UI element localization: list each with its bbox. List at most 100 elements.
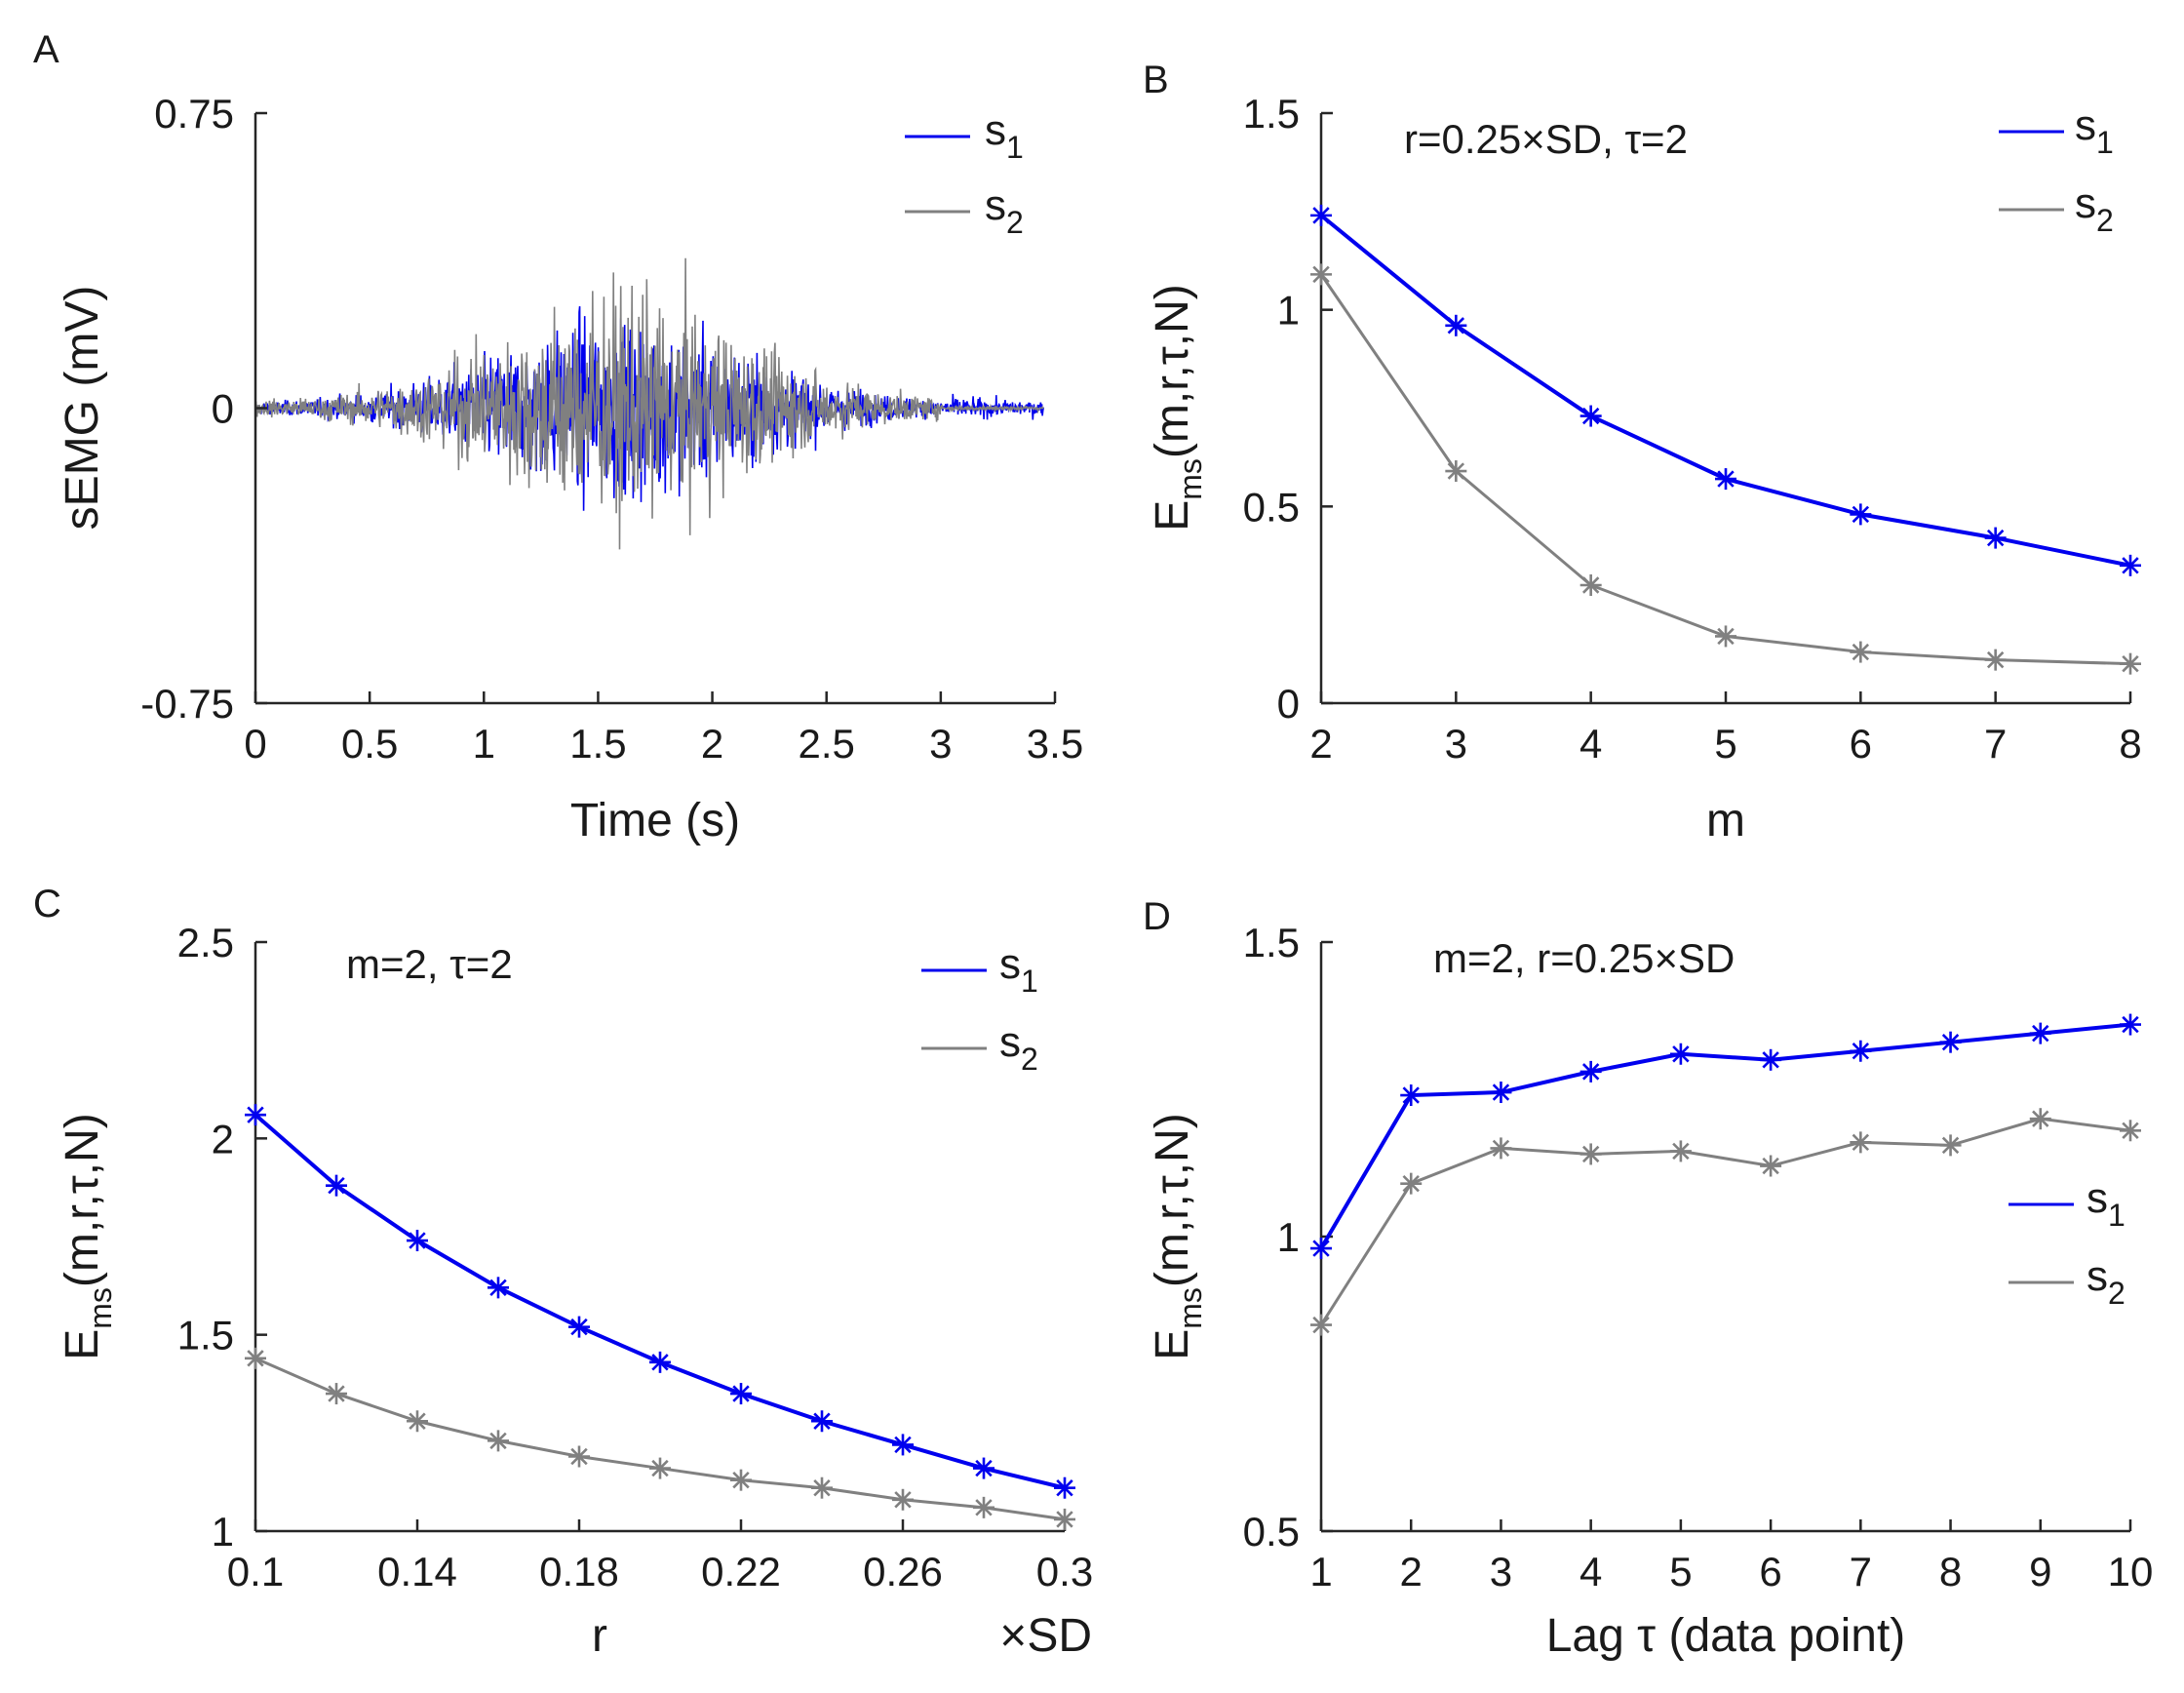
data-point-marker	[407, 1410, 428, 1433]
data-point-marker	[1850, 503, 1872, 526]
data-point-marker	[1715, 625, 1736, 648]
panel-b-legend: s1 s2	[1999, 101, 2114, 238]
data-point-marker	[1400, 1172, 1423, 1195]
y-tick-label: 1	[1277, 1214, 1300, 1260]
x-tick-label: 10	[2108, 1549, 2154, 1595]
x-tick-label: 3	[929, 721, 952, 767]
y-tick-label: 0	[1277, 681, 1300, 727]
x-tick-label: 6	[1759, 1549, 1781, 1595]
panel-b: B 2 3 4 5 6 7 8 0 0.5 1 1.5 r=0.25×SD, τ=2 m Ems(…	[1143, 59, 2142, 846]
data-point-marker	[2120, 1120, 2141, 1142]
data-point-marker	[1760, 1048, 1782, 1071]
data-point-marker	[1850, 1131, 1872, 1154]
y-tick-label: 0.5	[1243, 484, 1300, 530]
data-point-marker	[1310, 263, 1332, 286]
series-line-s1	[1319, 214, 2131, 568]
data-point-marker	[1310, 1314, 1332, 1336]
panel-a-xlabel: Time (s)	[570, 795, 740, 846]
panel-letter-b: B	[1143, 59, 1169, 101]
series-line-s1	[1319, 1022, 2131, 1250]
data-point-marker	[1445, 314, 1467, 336]
data-point-marker	[1984, 527, 2007, 549]
data-point-marker	[1984, 649, 2007, 671]
semg-trace-s2	[255, 257, 1044, 550]
panel-a-ylabel: sEMG (mV)	[57, 286, 108, 531]
y-tick-label: 0.5	[1243, 1509, 1300, 1555]
x-tick-label: 8	[1939, 1549, 1962, 1595]
legend-s2-label: s2	[2075, 179, 2114, 238]
data-point-marker	[407, 1230, 428, 1252]
panel-b-yticks: 0 0.5 1 1.5	[1243, 91, 1333, 727]
panel-a-xticks: 0 0.5 1 1.5 2 2.5 3 3.5	[244, 691, 1083, 767]
data-point-marker	[1850, 1040, 1872, 1062]
x-tick-label: 2	[1400, 1549, 1423, 1595]
data-point-marker	[649, 1351, 671, 1373]
data-point-marker	[811, 1410, 833, 1433]
legend-s1-label: s1	[999, 940, 1038, 999]
data-point-marker	[488, 1277, 509, 1299]
panel-d-xticks: 1 2 3 4 5 6 7 8 9 10	[1309, 1519, 2153, 1595]
x-tick-label: 7	[1984, 721, 2007, 767]
data-point-marker	[568, 1316, 590, 1338]
y-tick-label: 2	[212, 1116, 234, 1161]
x-tick-label: 0	[244, 721, 266, 767]
x-tick-label: 6	[1850, 721, 1872, 767]
x-tick-label: 0.14	[377, 1549, 457, 1595]
data-point-marker	[1054, 1476, 1075, 1499]
data-point-marker	[1580, 405, 1602, 427]
y-tick-label: 1	[212, 1509, 234, 1555]
panel-b-xticks: 2 3 4 5 6 7 8	[1309, 691, 2142, 767]
y-tick-label: 0	[212, 386, 234, 432]
panel-d-ylabel: Ems(m,r,τ,N)	[1147, 1113, 1208, 1360]
x-tick-label: 1.5	[569, 721, 626, 767]
panel-c-series	[245, 1104, 1075, 1530]
panel-d-series	[1310, 1013, 2141, 1336]
data-point-marker	[1850, 641, 1872, 663]
x-tick-label: 2	[1309, 721, 1332, 767]
panel-a-signals	[255, 257, 1045, 550]
data-point-marker	[1669, 1043, 1692, 1065]
x-tick-label: 0.18	[539, 1549, 619, 1595]
x-tick-label: 8	[2119, 721, 2141, 767]
x-tick-label: 0.22	[701, 1549, 781, 1595]
legend-s2-label: s2	[2086, 1252, 2126, 1311]
x-tick-label: 9	[2029, 1549, 2051, 1595]
panel-letter-c: C	[33, 883, 61, 925]
panel-d-xlabel: Lag τ (data point)	[1546, 1610, 1906, 1662]
data-point-marker	[1939, 1031, 1962, 1053]
data-point-marker	[892, 1488, 914, 1511]
data-point-marker	[568, 1445, 590, 1468]
data-point-marker	[1054, 1508, 1075, 1530]
y-tick-label: 1.5	[177, 1313, 234, 1358]
data-point-marker	[1490, 1082, 1512, 1104]
data-point-marker	[245, 1104, 266, 1126]
data-point-marker	[892, 1434, 914, 1456]
data-point-marker	[1580, 574, 1602, 596]
panel-c: C 0.1 0.14 0.18 0.22 0.26 0.3 1 1.5 2 2.5 m=2, τ…	[33, 883, 1093, 1662]
data-point-marker	[245, 1347, 266, 1369]
panel-c-annotation: m=2, τ=2	[346, 941, 513, 987]
data-point-marker	[326, 1174, 347, 1197]
panel-c-xlabel-sd: ×SD	[999, 1610, 1092, 1662]
panel-c-legend: s1 s2	[921, 940, 1038, 1077]
legend-s2-label: s2	[999, 1018, 1038, 1077]
panel-a-yticks: -0.75 0 0.75	[140, 91, 267, 727]
x-tick-label: 0.1	[227, 1549, 284, 1595]
data-point-marker	[973, 1457, 994, 1479]
panel-c-ylabel: Ems(m,r,τ,N)	[57, 1113, 118, 1360]
panel-b-annotation: r=0.25×SD, τ=2	[1404, 116, 1688, 162]
panel-d: D 1 2 3 4 5 6 7 8 9 10 0.511.5 m=2, r=0.25×SD Lag…	[1143, 895, 2153, 1662]
data-point-marker	[2029, 1108, 2051, 1130]
x-tick-label: 3	[1445, 721, 1467, 767]
x-tick-label: 5	[1669, 1549, 1692, 1595]
x-tick-label: 2	[701, 721, 723, 767]
panel-c-yticks: 1 1.5 2 2.5	[177, 920, 267, 1555]
panel-a-legend: s1 s2	[905, 106, 1024, 240]
data-point-marker	[1760, 1155, 1782, 1177]
x-tick-label: 4	[1580, 1549, 1602, 1595]
panel-d-yticks: 0.5 1 1.5	[1243, 920, 1333, 1555]
x-tick-label: 2.5	[799, 721, 855, 767]
panel-letter-a: A	[33, 28, 59, 71]
